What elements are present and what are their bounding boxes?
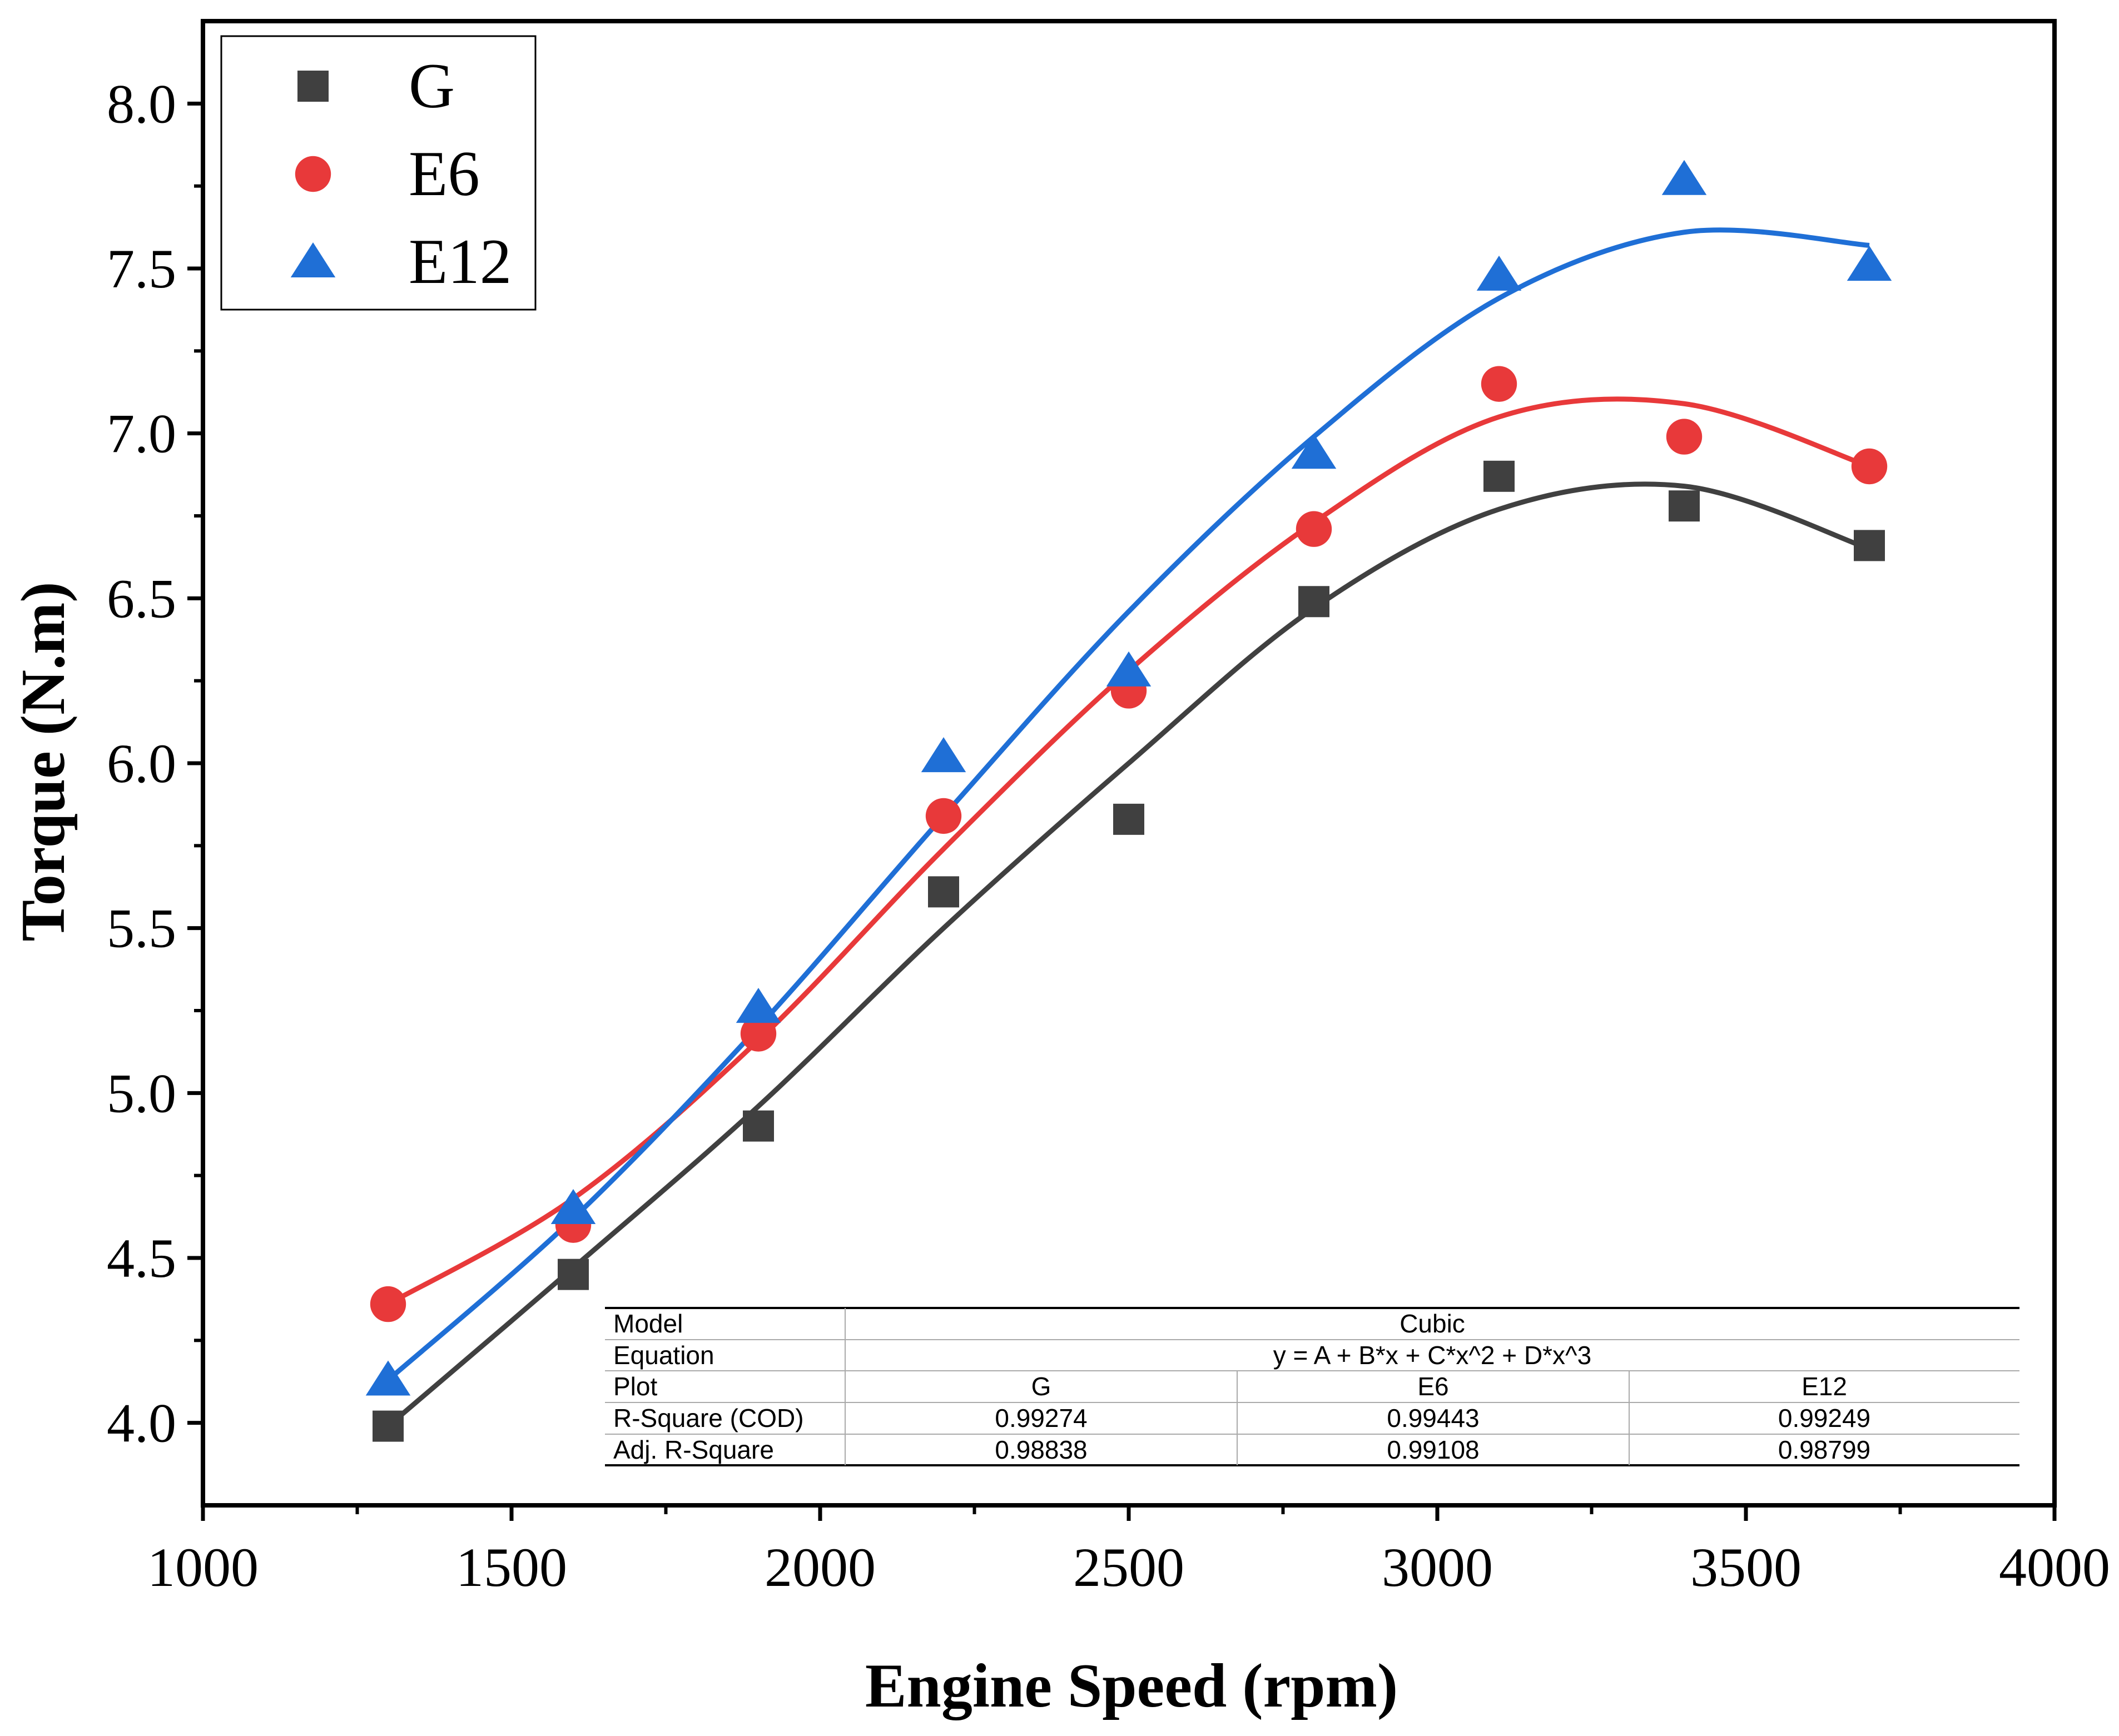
x-axis-label: Engine Speed (rpm) (865, 1652, 1398, 1720)
y-tick-label: 4.0 (107, 1392, 176, 1454)
table-cell: 0.98799 (1778, 1435, 1870, 1464)
table-cell: G (1031, 1372, 1051, 1401)
table-cell: Cubic (1400, 1309, 1465, 1338)
table-cell: 0.99249 (1778, 1404, 1870, 1432)
point-e6 (740, 1016, 777, 1052)
y-tick-label: 7.5 (107, 238, 176, 300)
point-g (1483, 460, 1515, 492)
axis-ticks: 1000 1500 2000 2500 3000 3500 4000 4.0 4.5 5.0 5.5… (107, 73, 2110, 1598)
x-tick-label: 3000 (1382, 1536, 1493, 1598)
point-g (373, 1410, 404, 1442)
y-tick-label: 7.0 (107, 403, 176, 465)
point-e6 (1481, 366, 1517, 402)
x-tick-label: 2000 (765, 1536, 876, 1598)
legend-box (220, 35, 537, 311)
y-tick-label: 5.5 (107, 898, 176, 959)
point-g (1669, 490, 1700, 522)
point-g (928, 876, 959, 908)
x-tick-label: 4000 (1999, 1536, 2110, 1598)
y-tick-label: 8.0 (107, 73, 176, 135)
data-markers (365, 160, 1892, 1442)
table-row-header: R-Square (COD) (613, 1404, 804, 1432)
legend-marker-e12 (290, 242, 336, 277)
legend-marker-e6 (295, 156, 331, 192)
table-row-header: Equation (613, 1341, 714, 1370)
point-e12 (1106, 651, 1152, 687)
point-g (1298, 586, 1329, 618)
point-e12 (921, 737, 966, 773)
legend-label-e6: E6 (409, 138, 480, 209)
fit-curve-e12 (386, 227, 1870, 1382)
point-e12 (1661, 160, 1707, 195)
point-e6 (925, 798, 962, 834)
point-e12 (1291, 434, 1337, 469)
point-e6 (1666, 419, 1703, 455)
x-tick-label: 1500 (456, 1536, 567, 1598)
table-cell: 0.98838 (995, 1435, 1087, 1464)
y-tick-label: 6.0 (107, 733, 176, 794)
y-tick-label: 6.5 (107, 568, 176, 629)
y-tick-label: 5.0 (107, 1062, 176, 1124)
fit-statistics-table: Model Cubic Equation y = A + B*x + C*x^2 + … (605, 1307, 2019, 1466)
x-tick-label: 1000 (147, 1536, 259, 1598)
point-e6 (1851, 448, 1888, 485)
point-e12 (736, 988, 781, 1023)
point-e12 (550, 1189, 596, 1224)
x-tick-label: 2500 (1073, 1536, 1184, 1598)
table-cell: E6 (1417, 1372, 1448, 1401)
table-cell: E12 (1802, 1372, 1847, 1401)
point-e6 (370, 1286, 406, 1322)
legend-marker-g (297, 71, 329, 102)
table-cell: 0.99108 (1387, 1435, 1479, 1464)
legend-label-e12: E12 (409, 226, 512, 297)
table-cell: y = A + B*x + C*x^2 + D*x^3 (1273, 1341, 1591, 1370)
legend: G E6 E12 (220, 35, 537, 311)
legend-label-g: G (409, 51, 455, 121)
point-e12 (1847, 246, 1892, 281)
fit-curve-g (386, 481, 1870, 1429)
point-g (1113, 803, 1144, 835)
point-g (558, 1259, 589, 1290)
y-axis-label: Torque (N.m) (9, 581, 78, 941)
point-g (1854, 530, 1885, 561)
table-row-header: Adj. R-Square (613, 1435, 774, 1464)
table-cell: 0.99274 (995, 1404, 1087, 1432)
point-g (743, 1110, 774, 1142)
point-e6 (1296, 511, 1332, 547)
y-tick-label: 4.5 (107, 1227, 176, 1289)
table-row-header: Plot (613, 1372, 657, 1401)
table-row-header: Model (613, 1309, 683, 1338)
point-e12 (1476, 255, 1522, 291)
x-tick-label: 3500 (1690, 1536, 1802, 1598)
table-cell: 0.99443 (1387, 1404, 1479, 1432)
point-e12 (365, 1360, 411, 1396)
